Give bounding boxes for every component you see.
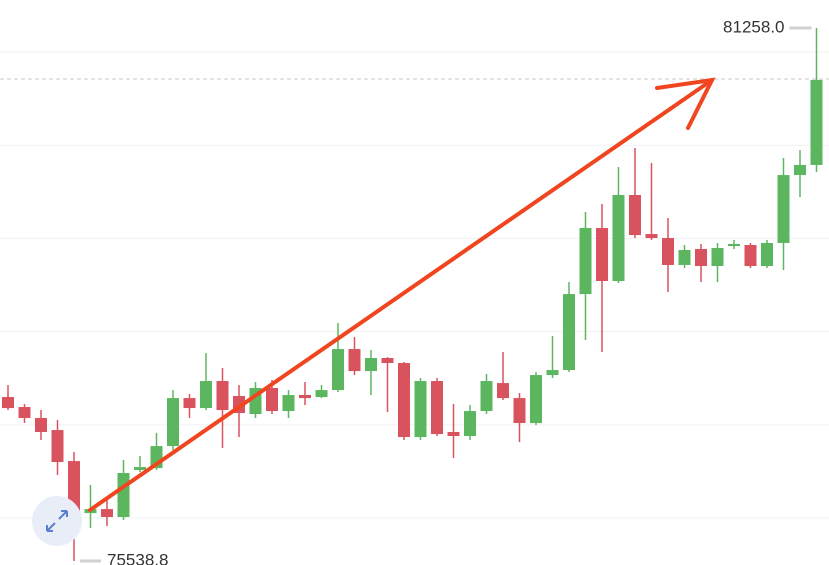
labels: 81258.0 75538.8 bbox=[80, 17, 812, 565]
candle-body bbox=[447, 431, 460, 437]
candle-body bbox=[794, 164, 806, 176]
candle-body bbox=[68, 461, 80, 514]
arrow-shaft bbox=[88, 78, 714, 512]
candle-body bbox=[365, 357, 377, 372]
candle-body bbox=[414, 381, 427, 438]
candle-body bbox=[563, 294, 575, 371]
candle-body bbox=[398, 363, 410, 438]
candle-body bbox=[810, 79, 823, 165]
candle-body bbox=[381, 357, 394, 364]
candle-body bbox=[662, 238, 674, 265]
expand-icon[interactable] bbox=[46, 510, 68, 532]
candle-body bbox=[629, 194, 641, 236]
candle-body bbox=[332, 349, 344, 391]
candle-body bbox=[200, 381, 212, 409]
candles bbox=[2, 27, 823, 562]
expand-button[interactable] bbox=[32, 496, 82, 546]
candle-body bbox=[546, 370, 559, 376]
candle-body bbox=[497, 383, 509, 399]
candle-body bbox=[596, 227, 608, 282]
candle-body bbox=[101, 509, 113, 518]
arrow-head bbox=[655, 77, 716, 130]
candle-body bbox=[431, 381, 443, 435]
max-label: 81258.0 bbox=[723, 17, 784, 36]
expand-circle[interactable] bbox=[32, 496, 82, 546]
candle-body bbox=[348, 349, 361, 372]
candle-body bbox=[530, 375, 542, 424]
candle-body bbox=[35, 418, 47, 432]
candle-body bbox=[315, 390, 328, 398]
grid bbox=[0, 51, 829, 519]
candle-body bbox=[579, 227, 592, 295]
candle-body bbox=[645, 234, 658, 239]
candle-body bbox=[183, 398, 196, 409]
candle-body bbox=[711, 248, 724, 267]
candle-body bbox=[282, 394, 295, 412]
candle-body bbox=[18, 407, 31, 419]
candle-body bbox=[513, 398, 526, 424]
candle-body bbox=[728, 244, 740, 247]
candle-body bbox=[761, 242, 773, 267]
candle-body bbox=[612, 194, 625, 282]
candle-body bbox=[2, 397, 14, 409]
candle-body bbox=[266, 388, 278, 412]
candle-body bbox=[117, 473, 130, 518]
min-label: 75538.8 bbox=[107, 550, 168, 565]
candle-body bbox=[695, 249, 707, 267]
candle-body bbox=[777, 175, 790, 243]
trend-arrow bbox=[88, 77, 716, 512]
candle-body bbox=[216, 381, 229, 411]
candle-body bbox=[299, 394, 311, 399]
candle-body bbox=[51, 430, 64, 463]
candle-body bbox=[134, 467, 146, 471]
candle-body bbox=[480, 381, 493, 412]
candle-body bbox=[678, 249, 691, 265]
candle-body bbox=[464, 411, 476, 437]
candle-body bbox=[744, 245, 757, 267]
candle-body bbox=[167, 398, 179, 447]
